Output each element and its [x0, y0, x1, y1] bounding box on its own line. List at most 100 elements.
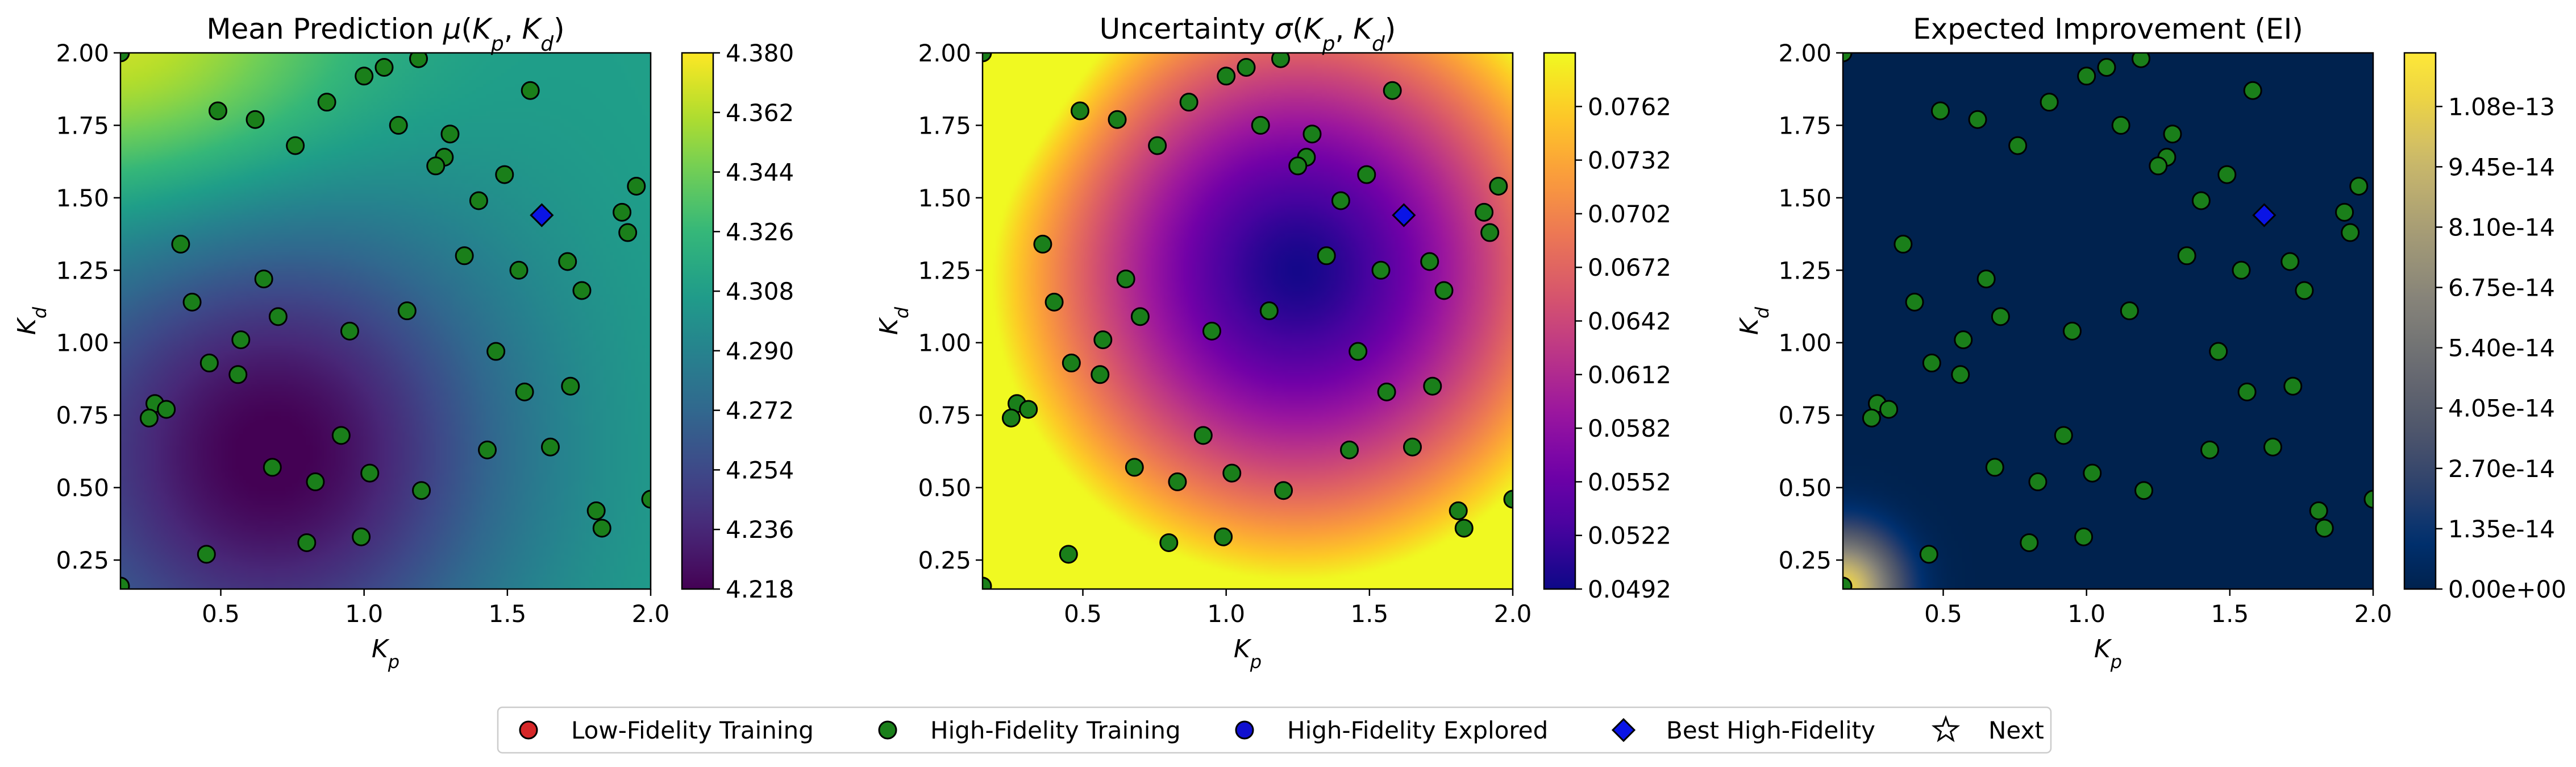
- high-fidelity-training-point: [2020, 533, 2039, 552]
- y-tick-label: 0.25: [56, 546, 109, 574]
- high-fidelity-training-point: [197, 545, 216, 564]
- legend-label: High-Fidelity Training: [930, 716, 1181, 744]
- panel-3: 0.5 1.0 1.5 2.0 0.25 0.50 0.75 1.00 1.25 1.50 1.75…: [1735, 13, 2566, 673]
- high-fidelity-training-point: [352, 527, 371, 546]
- high-fidelity-training-point: [120, 53, 130, 63]
- high-fidelity-training-point: [1202, 321, 1221, 341]
- panel-title: Expected Improvement (EI): [1913, 13, 2303, 45]
- high-fidelity-training-point: [120, 577, 130, 589]
- high-fidelity-training-point: [1976, 270, 1996, 289]
- x-tick-label: 1.0: [345, 600, 383, 628]
- x-axis-label: Kp: [372, 635, 399, 673]
- high-fidelity-training-point: [1423, 376, 1442, 396]
- high-fidelity-training-point: [2232, 260, 2251, 280]
- y-tick-label: 0.75: [1778, 401, 1832, 429]
- colorbar-tick-label: 6.75e-14: [2448, 274, 2555, 302]
- high-fidelity-training-point: [1222, 463, 1242, 483]
- y-axis-label: Kd: [875, 306, 913, 335]
- axes-frame: [1842, 52, 2374, 590]
- y-tick-label: 1.50: [1778, 184, 1832, 212]
- high-fidelity-training-point: [1059, 545, 1078, 564]
- legend: Low-Fidelity Training High-Fidelity Train…: [497, 706, 2052, 754]
- x-tick-label: 0.5: [1064, 600, 1102, 628]
- best-high-fidelity-marker: [530, 203, 554, 227]
- high-fidelity-training-point: [572, 281, 592, 300]
- high-fidelity-training-point: [1148, 136, 1167, 155]
- high-fidelity-training-point: [139, 408, 159, 428]
- high-fidelity-training-point: [1968, 110, 1987, 129]
- high-fidelity-training-point: [1930, 101, 1950, 121]
- legend-marker: [1611, 718, 1636, 743]
- high-fidelity-training-point: [558, 252, 577, 271]
- high-fidelity-training-point: [2083, 463, 2102, 483]
- y-tick-label: 0.75: [918, 401, 971, 429]
- high-fidelity-training-point: [592, 519, 611, 538]
- high-fidelity-training-point: [1449, 501, 1468, 520]
- high-fidelity-training-point: [2295, 281, 2314, 300]
- colorbar-tick-label: 4.05e-14: [2448, 395, 2555, 422]
- colorbar-tick-label: 0.0642: [1588, 308, 1671, 335]
- high-fidelity-training-point: [1033, 234, 1052, 254]
- y-tick-label: 1.50: [56, 184, 109, 212]
- high-fidelity-training-point: [2341, 223, 2360, 242]
- high-fidelity-training-point: [1108, 110, 1127, 129]
- high-fidelity-training-point: [1879, 400, 1899, 419]
- y-tick-label: 2.00: [56, 39, 109, 67]
- high-fidelity-training-point: [613, 202, 632, 222]
- high-fidelity-training-point: [1357, 165, 1376, 184]
- y-tick-label: 1.00: [918, 329, 971, 357]
- markers: [120, 53, 651, 589]
- colorbar-tick-label: 1.35e-14: [2448, 515, 2555, 543]
- high-fidelity-training-point: [2074, 527, 2094, 546]
- axes-frame: [119, 52, 652, 590]
- x-tick-label: 0.5: [1924, 600, 1962, 628]
- high-fidelity-training-point: [1475, 202, 1494, 222]
- x-tick-label: 1.5: [1350, 600, 1388, 628]
- high-fidelity-training-point: [1922, 353, 1941, 372]
- high-fidelity-training-point: [1001, 408, 1021, 428]
- y-tick-label: 0.50: [1778, 474, 1832, 502]
- colorbar-tick-label: 2.70e-14: [2448, 455, 2555, 483]
- legend-label: Next: [1988, 716, 2044, 744]
- high-fidelity-training-point: [1489, 176, 1508, 196]
- high-fidelity-training-point: [627, 176, 646, 196]
- high-fidelity-training-point: [2054, 426, 2073, 445]
- high-fidelity-training-point: [983, 577, 992, 589]
- high-fidelity-training-point: [2062, 321, 2082, 341]
- colorbar-tick-label: 1.08e-13: [2448, 93, 2555, 121]
- y-tick-label: 0.25: [1778, 546, 1832, 574]
- y-tick-label: 2.00: [918, 39, 971, 67]
- high-fidelity-training-point: [495, 165, 514, 184]
- high-fidelity-training-point: [521, 81, 540, 100]
- high-fidelity-training-point: [286, 136, 305, 155]
- x-tick-label: 1.0: [1207, 600, 1245, 628]
- high-fidelity-training-point: [208, 101, 227, 121]
- high-fidelity-training-point: [469, 191, 488, 210]
- high-fidelity-training-point: [1062, 353, 1081, 372]
- high-fidelity-training-point: [2111, 115, 2130, 135]
- high-fidelity-training-point: [231, 330, 251, 350]
- y-tick-label: 1.75: [918, 111, 971, 139]
- high-fidelity-training-point: [297, 533, 317, 552]
- x-tick-label: 1.5: [488, 600, 526, 628]
- panels: 0.5 1.0 1.5 2.0 0.25 0.50 0.75 1.00 1.25 1.50 1.75…: [13, 13, 2566, 673]
- high-fidelity-training-point: [440, 125, 460, 144]
- high-fidelity-training-point: [2335, 202, 2354, 222]
- colorbar-tick-label: 4.362: [726, 99, 794, 127]
- high-fidelity-training-point: [1420, 252, 1439, 271]
- high-fidelity-training-point: [263, 458, 282, 477]
- colorbar-tick-label: 0.0702: [1588, 200, 1671, 228]
- high-fidelity-training-point: [1093, 330, 1113, 350]
- high-fidelity-training-point: [1159, 533, 1179, 552]
- high-fidelity-training-point: [1919, 545, 1938, 564]
- high-fidelity-training-point: [1259, 301, 1279, 321]
- high-fidelity-training-point: [2200, 440, 2220, 459]
- legend-item: High-Fidelity Explored: [1235, 716, 1548, 744]
- y-tick-label: 0.50: [56, 474, 109, 502]
- panel-title: Mean Prediction μ(Kp, Kd): [206, 13, 564, 56]
- high-fidelity-training-point: [1403, 437, 1422, 457]
- high-fidelity-training-point: [331, 426, 351, 445]
- colorbar-tick-label: 0.0672: [1588, 254, 1671, 281]
- high-fidelity-training-point: [2237, 382, 2257, 401]
- high-fidelity-training-point: [1217, 67, 1236, 86]
